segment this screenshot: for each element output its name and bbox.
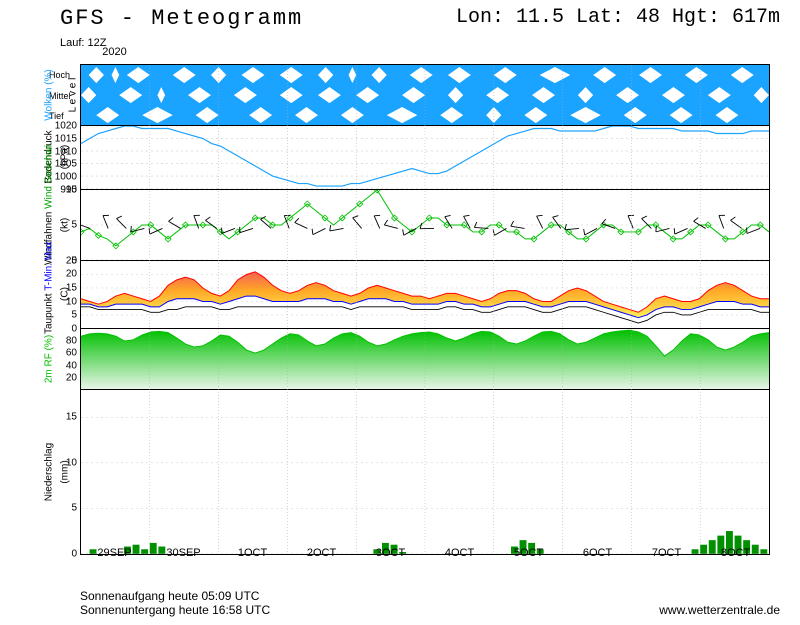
footer: Sonnenaufgang heute 05:09 UTC Sonnenunte… [80,589,780,617]
sunrise-text: Sonnenaufgang heute 05:09 UTC [80,589,780,603]
coords: Lon: 11.5 Lat: 48 Hgt: 617m [456,6,780,29]
x-axis-bottom: 29SEP30SEP1OCT2OCT3OCT4OCT5OCT6OCT7OCT8O… [80,547,770,575]
plot-area: HochMittelTiefWolken (%)L e v e l9951000… [80,64,770,555]
attribution: www.wetterzentrale.de [659,603,780,617]
header: GFS - Meteogramm Lon: 11.5 Lat: 48 Hgt: … [60,6,780,46]
page-title: GFS - Meteogramm [60,6,303,31]
